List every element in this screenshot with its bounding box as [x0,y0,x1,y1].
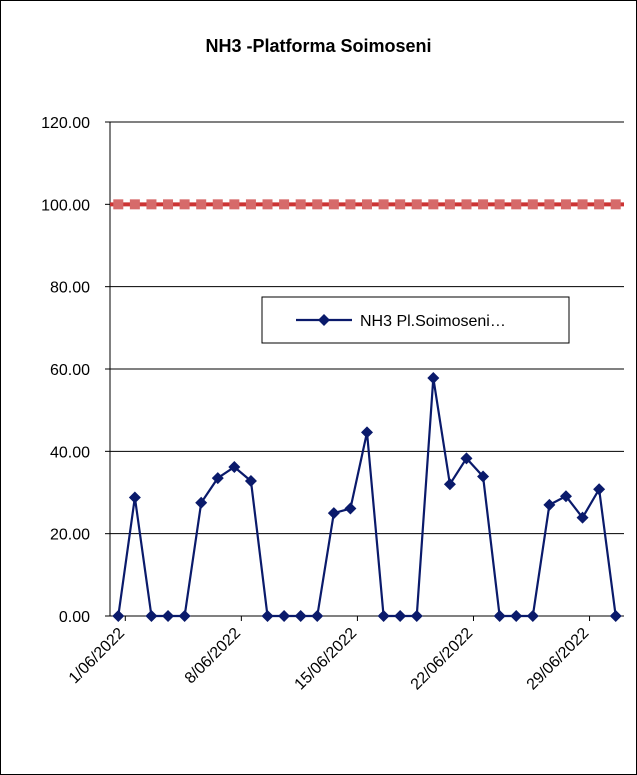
data-point [460,452,473,465]
reference-marker [146,199,157,210]
reference-marker [196,199,207,210]
x-tick-label: 8/06/2022 [182,625,244,687]
data-point [294,610,307,622]
series-group [112,372,622,622]
data-point [211,472,224,485]
reference-marker [527,199,538,210]
data-point [410,610,423,622]
data-point [162,610,175,622]
reference-marker [229,199,240,210]
legend-label: NH3 Pl.Soimoseni… [360,313,506,330]
reference-marker [544,199,555,210]
reference-marker [577,199,588,210]
legend: NH3 Pl.Soimoseni… [261,296,570,344]
axes [105,121,624,621]
data-point [427,372,440,385]
reference-marker [461,199,472,210]
reference-marker [262,199,273,210]
data-point [327,507,340,520]
reference-marker [494,199,505,210]
data-point [112,610,125,622]
data-point [377,610,390,622]
reference-marker [362,199,372,210]
reference-marker [411,199,422,210]
y-tick-label: 100.00 [41,197,90,214]
reference-marker [113,199,124,210]
reference-marker [444,199,455,210]
y-tick-label: 0.00 [59,609,90,626]
x-tick-label: 22/06/2022 [408,625,477,694]
data-point [361,426,373,439]
data-point [244,474,257,487]
y-tick-labels: 0.00 20.00 40.00 60.00 80.00 100.00 120.00 [41,115,90,626]
data-point [526,610,539,622]
data-point [559,490,572,503]
data-point [510,610,523,622]
y-tick-label: 20.00 [50,527,90,544]
y-tick-label: 120.00 [41,115,90,132]
x-tick-labels: 1/06/2022 8/06/2022 15/06/2022 22/06/2022 29… [66,625,593,694]
reference-marker [212,199,223,210]
data-point [593,483,606,496]
data-point [493,610,506,622]
y-tick-label: 80.00 [50,280,90,297]
data-point [178,610,191,622]
data-point [443,478,456,491]
data-point [195,496,208,509]
x-tick-label: 15/06/2022 [292,625,361,694]
reference-marker [610,199,621,210]
reference-marker [245,199,256,210]
reference-marker [345,199,356,210]
reference-marker [594,199,605,210]
data-point [344,502,357,515]
reference-marker [378,199,389,210]
data-point [543,498,556,511]
reference-marker [395,199,406,210]
reference-marker [312,199,323,210]
data-point [477,470,490,483]
series-line [117,377,617,618]
legend-marker [318,314,330,326]
reference-line-group [110,199,624,210]
reference-marker [279,199,290,210]
data-point [261,610,274,622]
data-point [394,610,407,622]
data-point [609,610,622,622]
reference-marker [478,199,489,210]
chart-title: NH3 -Platforma Soimoseni [205,36,432,56]
reference-marker [163,199,174,210]
data-point [311,610,324,622]
reference-marker [511,199,522,210]
reference-marker [428,199,439,210]
reference-marker [560,199,571,210]
x-tick-label: 1/06/2022 [66,625,128,687]
reference-marker [129,199,140,210]
data-point [228,460,241,473]
data-point [128,491,141,504]
reference-marker [179,199,190,210]
data-point [145,610,158,622]
y-tick-label: 60.00 [50,362,90,379]
data-point [576,511,589,524]
reference-marker [328,199,339,210]
gridlines [110,121,624,617]
y-tick-label: 40.00 [50,444,90,461]
data-point [278,610,291,622]
reference-marker [295,199,306,210]
x-tick-label: 29/06/2022 [524,625,593,694]
